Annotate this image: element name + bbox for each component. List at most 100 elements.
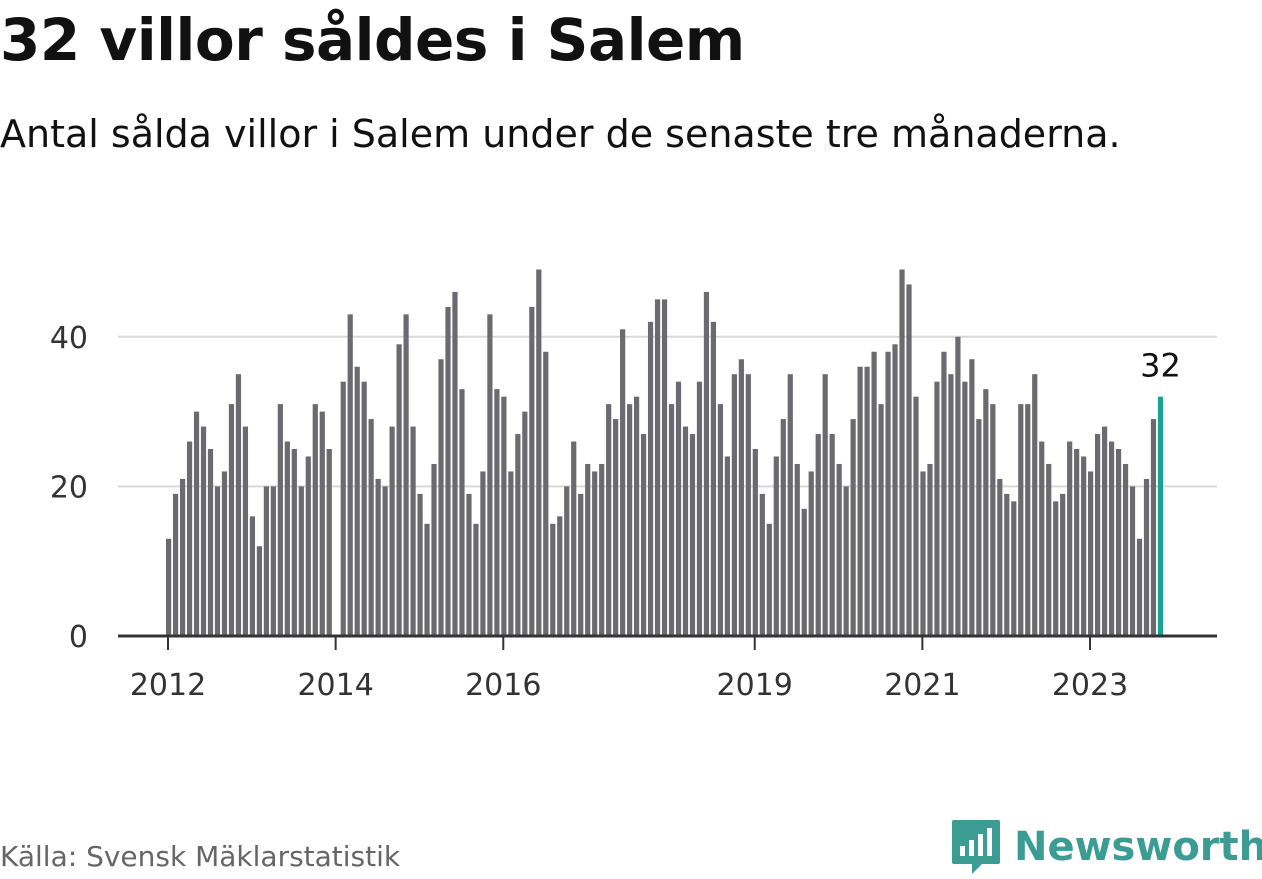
chart-subtitle: Antal sålda villor i Salem under de sena… [0,112,1121,156]
bar [983,389,989,636]
bar [1081,456,1087,636]
bar [1025,404,1031,636]
bar [969,359,975,636]
bar [1122,463,1129,636]
bar [857,366,863,636]
bar [955,336,961,636]
bar [647,321,654,636]
bar [312,404,318,636]
bar [1143,478,1150,636]
bar [1150,419,1157,636]
bar [1074,449,1080,636]
bar [166,538,172,636]
bar [696,381,703,636]
bar [396,344,402,636]
bar [515,434,521,636]
bar [878,404,884,636]
bar [424,523,430,636]
bar [990,404,996,636]
logo-text: Newsworthy [1014,824,1262,870]
bar [508,471,514,636]
bar [305,456,311,636]
bar [1095,434,1101,636]
bar [997,478,1003,636]
y-tick-label: 0 [69,620,88,655]
bar [270,486,276,636]
bar [976,419,982,636]
bar [431,463,437,636]
bar [606,404,612,636]
x-tick-label: 2023 [1052,668,1128,703]
bar [543,351,549,636]
bar [438,359,444,636]
bar [473,523,479,636]
bar [200,426,207,636]
bar [920,471,926,636]
bar [703,291,710,636]
bar [228,404,235,636]
bar [1046,463,1052,636]
bar [263,486,269,636]
bar [864,366,870,636]
bar [717,404,724,636]
bar [850,419,856,636]
bar [634,396,640,636]
bar [668,404,675,636]
bar [1115,449,1122,636]
bar [1108,441,1115,636]
bar [627,404,633,636]
bar [319,411,325,636]
bar [494,389,500,636]
bar [1011,501,1017,636]
bar [536,269,542,636]
bar [361,381,367,636]
bar [403,314,409,636]
bar [235,374,242,636]
newsworthy-logo-icon [952,820,1000,874]
x-tick-label: 2019 [717,668,793,703]
x-tick-label: 2016 [465,668,541,703]
bar [564,486,570,636]
bar [1067,441,1073,636]
bar [340,381,346,636]
bar [410,426,416,636]
bar [242,426,249,636]
bar [256,546,263,636]
bar [843,486,849,636]
bar [389,426,395,636]
bar [599,463,605,636]
bar [787,374,793,636]
bar [1032,374,1038,636]
bar [1088,471,1094,636]
bar [906,284,912,636]
bar [221,471,228,636]
bar [829,434,835,636]
bar [801,508,807,636]
bar [682,426,689,636]
bar [822,374,828,636]
bar [962,381,968,636]
bar [941,351,947,636]
bar [1060,493,1066,636]
bar [661,299,668,636]
bar [382,486,388,636]
bar [1101,426,1108,636]
bar [172,493,179,636]
bar [375,478,381,636]
x-tick-label: 2012 [130,668,206,703]
bar [298,486,304,636]
y-tick-label: 40 [50,321,88,356]
bar [654,299,661,636]
bar [522,411,528,636]
bar [675,381,682,636]
highlight-bar [1157,396,1164,636]
bar [1004,493,1010,636]
bar [452,291,458,636]
bar [899,269,905,636]
bar [948,374,954,636]
bar [759,493,765,636]
bar [214,486,221,636]
bar [913,396,919,636]
bar [179,478,186,636]
bar [640,434,647,636]
